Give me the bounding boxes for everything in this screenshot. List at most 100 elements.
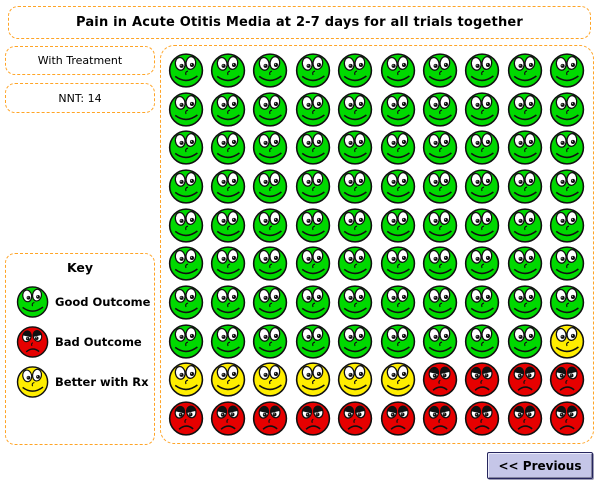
face-good-outcome [252, 284, 289, 321]
face-better-with-rx [337, 361, 374, 398]
face-good-outcome [507, 129, 544, 166]
face-good-outcome [210, 245, 247, 282]
face-good-outcome [337, 168, 374, 205]
face-good-outcome [168, 207, 205, 244]
key-item-bad-outcome: Bad Outcome [16, 325, 154, 359]
face-good-outcome [252, 207, 289, 244]
face-better-with-rx [252, 361, 289, 398]
face-good-outcome [295, 323, 332, 360]
face-good-outcome [295, 129, 332, 166]
key-item-better-with-rx: Better with Rx [16, 365, 154, 399]
face-good-outcome [422, 168, 459, 205]
face-good-outcome [507, 245, 544, 282]
face-good-outcome [210, 129, 247, 166]
face-good-outcome [295, 52, 332, 89]
treatment-label-box: With Treatment [5, 46, 155, 75]
face-good-outcome [337, 129, 374, 166]
key-label-bad-outcome: Bad Outcome [55, 335, 142, 349]
face-good-outcome [210, 168, 247, 205]
face-good-outcome [380, 245, 417, 282]
treatment-label: With Treatment [37, 54, 123, 67]
key-label-better-with-rx: Better with Rx [55, 375, 149, 389]
face-good-outcome [507, 52, 544, 89]
face-good-outcome [168, 129, 205, 166]
face-bad-outcome [337, 400, 374, 437]
nnt-value: NNT: 14 [58, 91, 102, 105]
face-bad-outcome [295, 400, 332, 437]
face-good-outcome [380, 91, 417, 128]
face-bad-outcome [422, 400, 459, 437]
face-good-outcome [422, 245, 459, 282]
face-good-outcome [210, 323, 247, 360]
face-good-outcome [168, 168, 205, 205]
face-good-outcome [252, 91, 289, 128]
face-bad-outcome [380, 400, 417, 437]
face-bad-outcome [549, 361, 586, 398]
face-good-outcome [464, 52, 501, 89]
face-good-outcome [337, 207, 374, 244]
good-outcome-face-icon [16, 285, 50, 319]
page-title-box: Pain in Acute Otitis Media at 2-7 days f… [8, 6, 591, 39]
face-good-outcome [295, 245, 332, 282]
face-good-outcome [507, 91, 544, 128]
key-label-good-outcome: Good Outcome [55, 295, 151, 309]
face-good-outcome [337, 52, 374, 89]
face-good-outcome [210, 284, 247, 321]
key-item-good-outcome: Good Outcome [16, 285, 154, 319]
face-good-outcome [380, 52, 417, 89]
face-good-outcome [422, 323, 459, 360]
face-good-outcome [422, 129, 459, 166]
face-good-outcome [337, 91, 374, 128]
face-bad-outcome [252, 400, 289, 437]
better-with-rx-face-icon [16, 365, 50, 399]
face-good-outcome [380, 168, 417, 205]
face-good-outcome [549, 207, 586, 244]
face-bad-outcome [168, 400, 205, 437]
face-bad-outcome [507, 400, 544, 437]
page-title: Pain in Acute Otitis Media at 2-7 days f… [75, 15, 524, 30]
face-good-outcome [252, 323, 289, 360]
face-good-outcome [337, 323, 374, 360]
face-good-outcome [380, 284, 417, 321]
face-better-with-rx [168, 361, 205, 398]
face-good-outcome [549, 284, 586, 321]
face-good-outcome [252, 168, 289, 205]
face-good-outcome [252, 52, 289, 89]
face-good-outcome [549, 91, 586, 128]
face-good-outcome [464, 323, 501, 360]
face-good-outcome [168, 245, 205, 282]
face-good-outcome [464, 129, 501, 166]
face-good-outcome [295, 207, 332, 244]
face-better-with-rx [380, 361, 417, 398]
face-good-outcome [295, 284, 332, 321]
face-good-outcome [464, 168, 501, 205]
face-good-outcome [422, 284, 459, 321]
previous-button[interactable]: << Previous [487, 452, 593, 479]
face-good-outcome [464, 207, 501, 244]
face-bad-outcome [210, 400, 247, 437]
face-good-outcome [549, 245, 586, 282]
face-good-outcome [210, 52, 247, 89]
face-good-outcome [380, 129, 417, 166]
face-good-outcome [210, 207, 247, 244]
face-good-outcome [380, 207, 417, 244]
key-panel: Key Good Outcome Bad Outcome Better with… [5, 253, 155, 445]
face-good-outcome [295, 91, 332, 128]
face-good-outcome [422, 52, 459, 89]
face-good-outcome [422, 91, 459, 128]
nnt-box: NNT: 14 [5, 83, 155, 113]
face-good-outcome [507, 323, 544, 360]
face-good-outcome [337, 245, 374, 282]
face-good-outcome [507, 168, 544, 205]
face-good-outcome [337, 284, 374, 321]
face-bad-outcome [464, 400, 501, 437]
face-better-with-rx [549, 323, 586, 360]
face-good-outcome [507, 284, 544, 321]
faces-grid [160, 45, 594, 444]
face-good-outcome [464, 284, 501, 321]
face-good-outcome [549, 129, 586, 166]
face-better-with-rx [210, 361, 247, 398]
face-good-outcome [464, 91, 501, 128]
face-good-outcome [168, 52, 205, 89]
